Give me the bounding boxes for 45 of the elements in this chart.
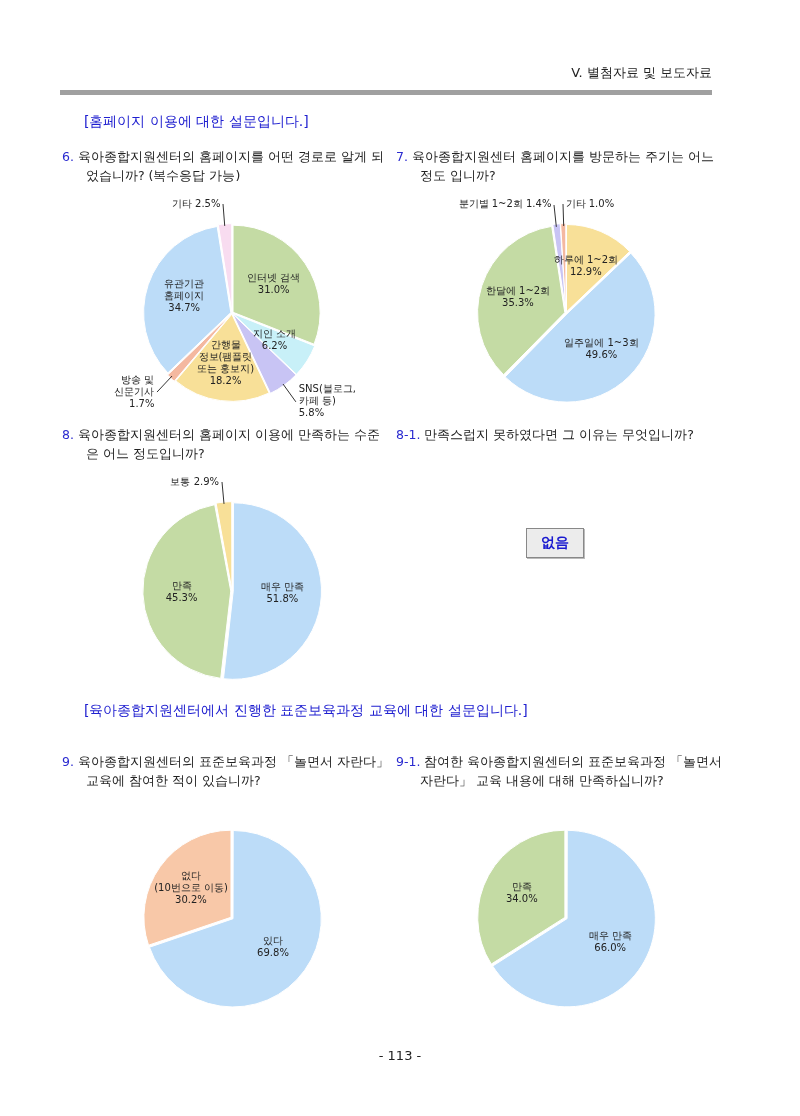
- data-label: 31.0%: [257, 284, 290, 296]
- data-label: 30.2%: [175, 894, 207, 906]
- chart-title: 7. 육아종합지원센터 홈페이지를 방문하는 주기는 어느 정도 입니까?: [396, 148, 715, 185]
- data-label: 34.0%: [505, 893, 538, 905]
- data-label: 12.9%: [569, 266, 602, 278]
- slice-label: 만족: [511, 881, 532, 893]
- data-label: 51.8%: [266, 593, 299, 605]
- data-label: 6.2%: [261, 339, 288, 351]
- slice-label: 유관기관 홈페이지: [164, 278, 205, 302]
- chart-title: 9. 육아종합지원센터의 표준보육과정 「놀면서 자란다」 교육에 참여한 적이 있습니까?: [62, 753, 390, 790]
- data-label: 69.8%: [257, 947, 289, 958]
- text: [홈페이지 이용에 대한 설문입니다.]: [84, 113, 309, 131]
- slice-label: 있다: [263, 935, 284, 946]
- slice-label: 매우 만족: [260, 581, 304, 593]
- data-label: 45.3%: [165, 592, 198, 604]
- chart-title: 6. 육아종합지원센터의 홈페이지를 어떤 경로로 알게 되었습니까? (복수응답 가능): [62, 148, 385, 185]
- slice-label: 매우 만족: [588, 929, 632, 941]
- text: V. 별첨자료 및 보도자료: [60, 64, 712, 95]
- slice-label: 분기별 1~2회 1.4%: [458, 198, 552, 210]
- text: - 113 -: [377, 1048, 423, 1063]
- data-label: 18.2%: [209, 374, 242, 386]
- slice-label: 지인 소개: [252, 327, 297, 339]
- chart-title: 8. 육아종합지원센터의 홈페이지 이용에 만족하는 수준은 어느 정도입니까?: [62, 426, 381, 463]
- data-label: 35.3%: [502, 297, 534, 309]
- data-label: 34.7%: [168, 302, 201, 314]
- slice-label: 기타 2.5%: [171, 197, 221, 209]
- text: 없음: [526, 528, 584, 558]
- data-label: 5.8%: [298, 407, 325, 419]
- slice-label: 한달에 1~2회: [485, 285, 551, 297]
- slice-label: 하루에 1~2회: [553, 254, 619, 266]
- slice-label: 방송 및 신문기사: [114, 374, 155, 398]
- data-label: 1.7%: [129, 398, 155, 410]
- chart-title: 9-1. 참여한 육아종합지원센터의 표준보육과정 「놀면서 자란다」 교육 내용에 대해 만족하십니까?: [396, 753, 724, 790]
- slice-label: 인터넷 검색: [247, 272, 301, 284]
- slice-label: 만족: [171, 580, 192, 592]
- slice-label: 간행물 정보(팸플릿 또는 홍보지): [196, 338, 255, 374]
- text: [육아종합지원센터에서 진행한 표준보육과정 교육에 대한 설문입니다.]: [84, 702, 528, 720]
- text: 8-1. 만족스럽지 못하였다면 그 이유는 무엇입니까?: [396, 426, 695, 444]
- slice-label: 보통 2.9%: [170, 476, 220, 488]
- slice-label: 기타 1.0%: [565, 197, 615, 209]
- slice-label: SNS(블로그, 카페 등): [298, 383, 356, 407]
- slice-label: 일주일에 1~3회: [564, 336, 639, 348]
- data-label: 49.6%: [585, 348, 618, 360]
- data-label: 66.0%: [594, 941, 627, 953]
- slice-label: 없다 (10번으로 이동): [154, 870, 228, 894]
